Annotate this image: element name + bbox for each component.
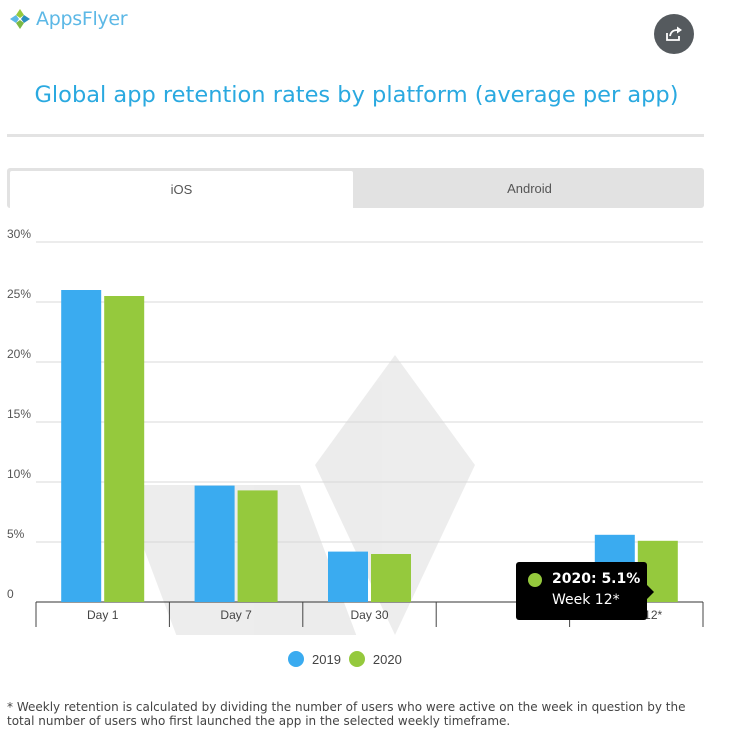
bar-2020-day-1[interactable] bbox=[104, 296, 145, 602]
x-category-label: Day 1 bbox=[87, 608, 119, 622]
y-tick-label: 15% bbox=[7, 407, 31, 421]
platform-tabs: iOS Android bbox=[7, 168, 704, 208]
tooltip-value: 2020: 5.1% bbox=[552, 571, 641, 587]
chart-title: Global app retention rates by platform (… bbox=[34, 82, 679, 108]
bar-2020-day-30[interactable] bbox=[371, 554, 411, 602]
y-tick-label: 25% bbox=[7, 287, 31, 301]
x-category-label: Day 7 bbox=[220, 608, 252, 622]
y-tick-label: 30% bbox=[7, 227, 31, 241]
legend-label-2020: 2020 bbox=[372, 651, 402, 667]
share-icon bbox=[666, 26, 682, 41]
legend-dot-2019 bbox=[288, 651, 304, 667]
legend-label-2019: 2019 bbox=[312, 651, 341, 667]
y-tick-label: 5% bbox=[7, 527, 25, 541]
appsflyer-logo: AppsFlyer bbox=[8, 6, 128, 32]
bar-2019-day-1[interactable] bbox=[61, 290, 102, 602]
y-tick-label: 10% bbox=[7, 467, 31, 481]
tooltip-series-dot bbox=[528, 573, 542, 587]
legend-item-2019[interactable]: 2019 bbox=[288, 651, 341, 667]
bar-2019-day-30[interactable] bbox=[328, 551, 368, 602]
brand-name: AppsFlyer bbox=[36, 8, 128, 30]
legend-item-2020[interactable]: 2020 bbox=[348, 651, 402, 667]
y-tick-label: 20% bbox=[7, 347, 31, 361]
watermark bbox=[120, 355, 475, 635]
x-category-label: Day 30 bbox=[350, 608, 388, 622]
y-tick-label: 0 bbox=[7, 587, 14, 601]
footnote: * Weekly retention is calculated by divi… bbox=[7, 700, 686, 728]
appsflyer-logo-icon bbox=[10, 9, 30, 29]
legend-dot-2020 bbox=[348, 651, 365, 667]
retention-bar-chart: 0 5% 10% 15% 20% 25% 30% Day 1 Day 7 Day 30 Week 1… bbox=[7, 227, 704, 635]
tooltip: 2020: 5.1% Week 12* bbox=[516, 562, 654, 620]
title-divider bbox=[7, 134, 704, 137]
tab-android[interactable]: Android bbox=[507, 180, 552, 196]
legend: 2019 2020 bbox=[288, 651, 402, 667]
bar-2020-day-7[interactable] bbox=[237, 490, 278, 602]
tooltip-category: Week 12* bbox=[552, 592, 620, 608]
bar-2019-day-7[interactable] bbox=[194, 485, 235, 602]
tab-ios[interactable]: iOS bbox=[10, 171, 353, 208]
share-button[interactable] bbox=[654, 14, 694, 54]
